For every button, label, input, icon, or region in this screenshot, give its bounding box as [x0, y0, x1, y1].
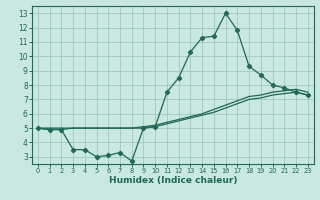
- X-axis label: Humidex (Indice chaleur): Humidex (Indice chaleur): [108, 176, 237, 185]
